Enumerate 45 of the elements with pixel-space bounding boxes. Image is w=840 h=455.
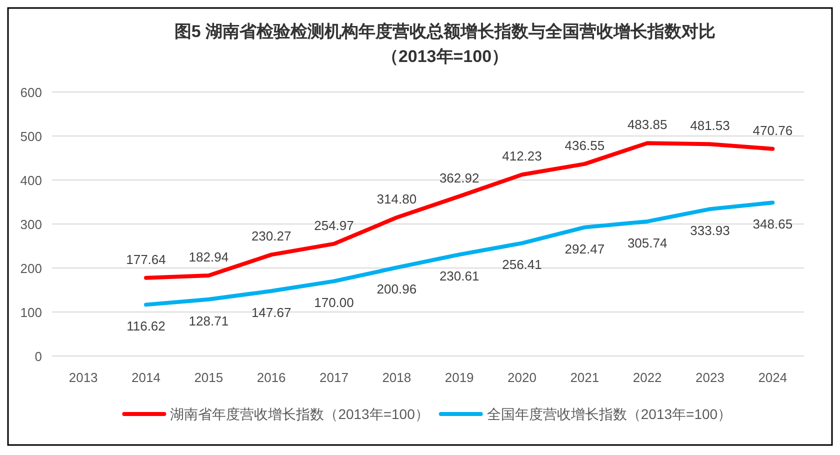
data-label: 436.55 — [564, 138, 605, 153]
data-label: 147.67 — [251, 305, 292, 320]
data-label: 254.97 — [314, 218, 354, 233]
x-tick-label: 2017 — [320, 370, 348, 385]
x-tick-label: 2022 — [632, 370, 662, 385]
x-tick-label: 2023 — [696, 370, 724, 385]
data-label: 292.47 — [564, 241, 605, 256]
chart-subtitle: （2013年=100） — [381, 47, 509, 66]
data-label: 230.27 — [251, 228, 292, 244]
data-label: 314.80 — [376, 191, 417, 206]
data-label: 305.74 — [627, 235, 668, 250]
y-tick-label: 200 — [20, 261, 42, 276]
x-tick-label: 2016 — [256, 370, 286, 385]
x-tick-label: 2019 — [444, 370, 474, 385]
x-tick-label: 2014 — [132, 370, 160, 385]
y-tick-label: 300 — [20, 217, 42, 232]
data-label: 412.23 — [502, 148, 542, 164]
x-tick-label: 2015 — [194, 370, 224, 385]
legend-label: 全国年度营收增长指数（2013年=100） — [486, 406, 732, 422]
data-label: 230.61 — [439, 268, 480, 284]
data-label: 128.71 — [188, 313, 229, 328]
y-tick-label: 400 — [20, 173, 42, 188]
chart-title: 图5 湖南省检验检测机构年度营收总额增长指数与全国营收增长指数对比 — [174, 22, 716, 41]
legend-label: 湖南省年度营收增长指数（2013年=100） — [170, 406, 429, 422]
data-label: 348.65 — [752, 216, 793, 232]
data-label: 200.96 — [376, 282, 417, 297]
data-label: 333.93 — [690, 223, 730, 238]
data-label: 481.53 — [690, 118, 730, 134]
y-tick-label: 0 — [34, 349, 42, 364]
data-label: 182.94 — [188, 250, 229, 265]
data-label: 362.92 — [439, 170, 480, 186]
data-label: 170.00 — [314, 295, 354, 310]
y-tick-label: 600 — [20, 85, 42, 100]
x-tick-label: 2021 — [570, 370, 600, 385]
y-tick-label: 100 — [20, 305, 42, 320]
x-tick-label: 2020 — [508, 370, 536, 385]
x-tick-label: 2018 — [382, 370, 412, 385]
data-label: 116.62 — [126, 318, 166, 334]
data-label: 483.85 — [627, 117, 668, 132]
x-tick-label: 2013 — [68, 370, 98, 385]
data-label: 256.41 — [502, 257, 542, 272]
y-tick-label: 500 — [20, 129, 42, 144]
data-label: 470.76 — [752, 122, 793, 138]
data-label: 177.64 — [126, 252, 166, 267]
x-tick-label: 2024 — [758, 370, 788, 385]
